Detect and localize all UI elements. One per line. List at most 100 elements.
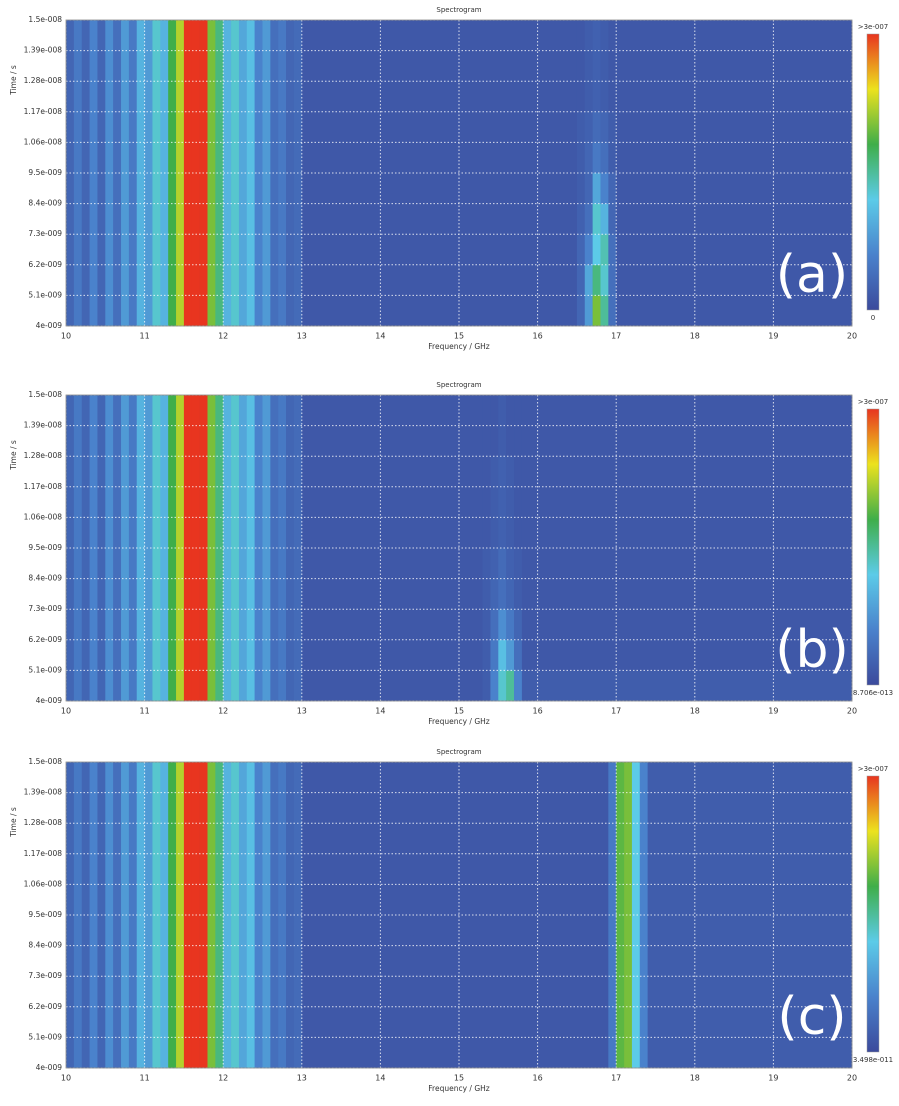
- heatmap-cell: [199, 853, 208, 885]
- x-tick-label: 19: [768, 332, 778, 341]
- heatmap-cell: [121, 425, 130, 457]
- heatmap-cell: [254, 915, 263, 946]
- heatmap-cell: [105, 486, 114, 518]
- heatmap-cell: [631, 762, 641, 793]
- heatmap-cell: [608, 264, 617, 296]
- heatmap-cell: [631, 853, 641, 885]
- heatmap-cell: [160, 295, 169, 327]
- heatmap-cell: [490, 456, 499, 488]
- heatmap-cell: [199, 20, 208, 51]
- heatmap-cell: [152, 486, 161, 518]
- heatmap-cell: [592, 20, 601, 51]
- heatmap-cell: [199, 264, 208, 296]
- heatmap-cell: [278, 1006, 287, 1038]
- heatmap-cell: [207, 395, 216, 426]
- y-axis-label: Time / s: [9, 65, 18, 96]
- heatmap-cell: [608, 81, 617, 113]
- heatmap-cell: [223, 976, 232, 1008]
- heatmap-cell: [160, 762, 169, 793]
- heatmap-cell: [183, 173, 193, 204]
- heatmap-cell: [215, 823, 224, 855]
- heatmap-cell: [66, 853, 75, 885]
- heatmap-cell: [584, 264, 593, 296]
- y-tick-label: 1.39e-008: [24, 46, 63, 55]
- heatmap-cell: [160, 456, 169, 488]
- heatmap-cell: [81, 792, 90, 824]
- heatmap-cell: [262, 548, 271, 579]
- heatmap-cell: [231, 670, 240, 702]
- heatmap-cell: [113, 20, 122, 51]
- heatmap-cell: [616, 264, 853, 296]
- heatmap-cell: [286, 456, 295, 488]
- heatmap-cell: [254, 1006, 263, 1038]
- heatmap-cell: [246, 142, 255, 174]
- heatmap-cell: [270, 203, 279, 235]
- heatmap-cell: [246, 792, 255, 824]
- heatmap-cell: [152, 203, 161, 235]
- heatmap-cell: [66, 456, 75, 488]
- heatmap-cell: [576, 295, 586, 327]
- heatmap-cell: [89, 762, 98, 793]
- heatmap-cell: [160, 486, 169, 518]
- heatmap-cell: [482, 486, 491, 518]
- heatmap-cell: [600, 20, 609, 51]
- heatmap-cell: [191, 823, 200, 855]
- heatmap-cell: [608, 823, 617, 855]
- heatmap-cell: [160, 884, 169, 916]
- heatmap-cell: [246, 234, 255, 266]
- colorbar: [866, 775, 880, 1053]
- x-tick-label: 10: [61, 1074, 71, 1083]
- heatmap-cell: [113, 853, 122, 885]
- x-tick-label: 18: [690, 1074, 700, 1083]
- heatmap-cell: [183, 915, 193, 946]
- heatmap-cell: [89, 945, 98, 977]
- heatmap-cell: [238, 264, 248, 296]
- heatmap-cell: [293, 976, 303, 1008]
- heatmap-cell: [81, 609, 90, 641]
- heatmap-cell: [183, 50, 193, 82]
- x-tick-label: 12: [218, 707, 228, 716]
- heatmap-cell: [136, 295, 145, 327]
- heatmap-cell: [215, 50, 224, 82]
- heatmap-cell: [191, 1006, 200, 1038]
- heatmap-cell: [128, 20, 138, 51]
- chart-title: Spectrogram: [436, 6, 481, 14]
- heatmap-cell: [301, 456, 483, 488]
- heatmap-cell: [231, 486, 240, 518]
- heatmap-cell: [66, 486, 75, 518]
- heatmap-cell: [215, 142, 224, 174]
- heatmap-cell: [238, 762, 248, 793]
- heatmap-cell: [152, 264, 161, 296]
- heatmap-cell: [262, 945, 271, 977]
- heatmap-cell: [207, 1037, 216, 1069]
- heatmap-cell: [254, 792, 263, 824]
- heatmap-cell: [293, 81, 303, 113]
- heatmap-cell: [301, 1037, 609, 1069]
- heatmap-cell: [113, 142, 122, 174]
- heatmap-cell: [576, 50, 586, 82]
- heatmap-cell: [160, 945, 169, 977]
- heatmap-cell: [81, 142, 90, 174]
- heatmap-cell: [144, 1037, 153, 1069]
- heatmap-cell: [631, 823, 641, 855]
- heatmap-cell: [152, 853, 161, 885]
- heatmap-cell: [301, 517, 483, 549]
- heatmap-cell: [113, 203, 122, 235]
- heatmap-cell: [246, 609, 255, 641]
- heatmap-cell: [183, 945, 193, 977]
- heatmap-cell: [113, 823, 122, 855]
- y-tick-label: 1.5e-008: [28, 390, 62, 399]
- heatmap-cell: [66, 884, 75, 916]
- heatmap-cell: [66, 762, 75, 793]
- heatmap-cell: [215, 486, 224, 518]
- heatmap-cell: [514, 639, 523, 671]
- heatmap-cell: [576, 173, 586, 204]
- heatmap-cell: [168, 203, 177, 235]
- heatmap-cell: [608, 173, 617, 204]
- heatmap-cell: [113, 50, 122, 82]
- heatmap-cell: [168, 548, 177, 579]
- heatmap-cell: [262, 264, 271, 296]
- heatmap-cell: [128, 111, 138, 143]
- heatmap-cell: [105, 976, 114, 1008]
- heatmap-cell: [238, 486, 248, 518]
